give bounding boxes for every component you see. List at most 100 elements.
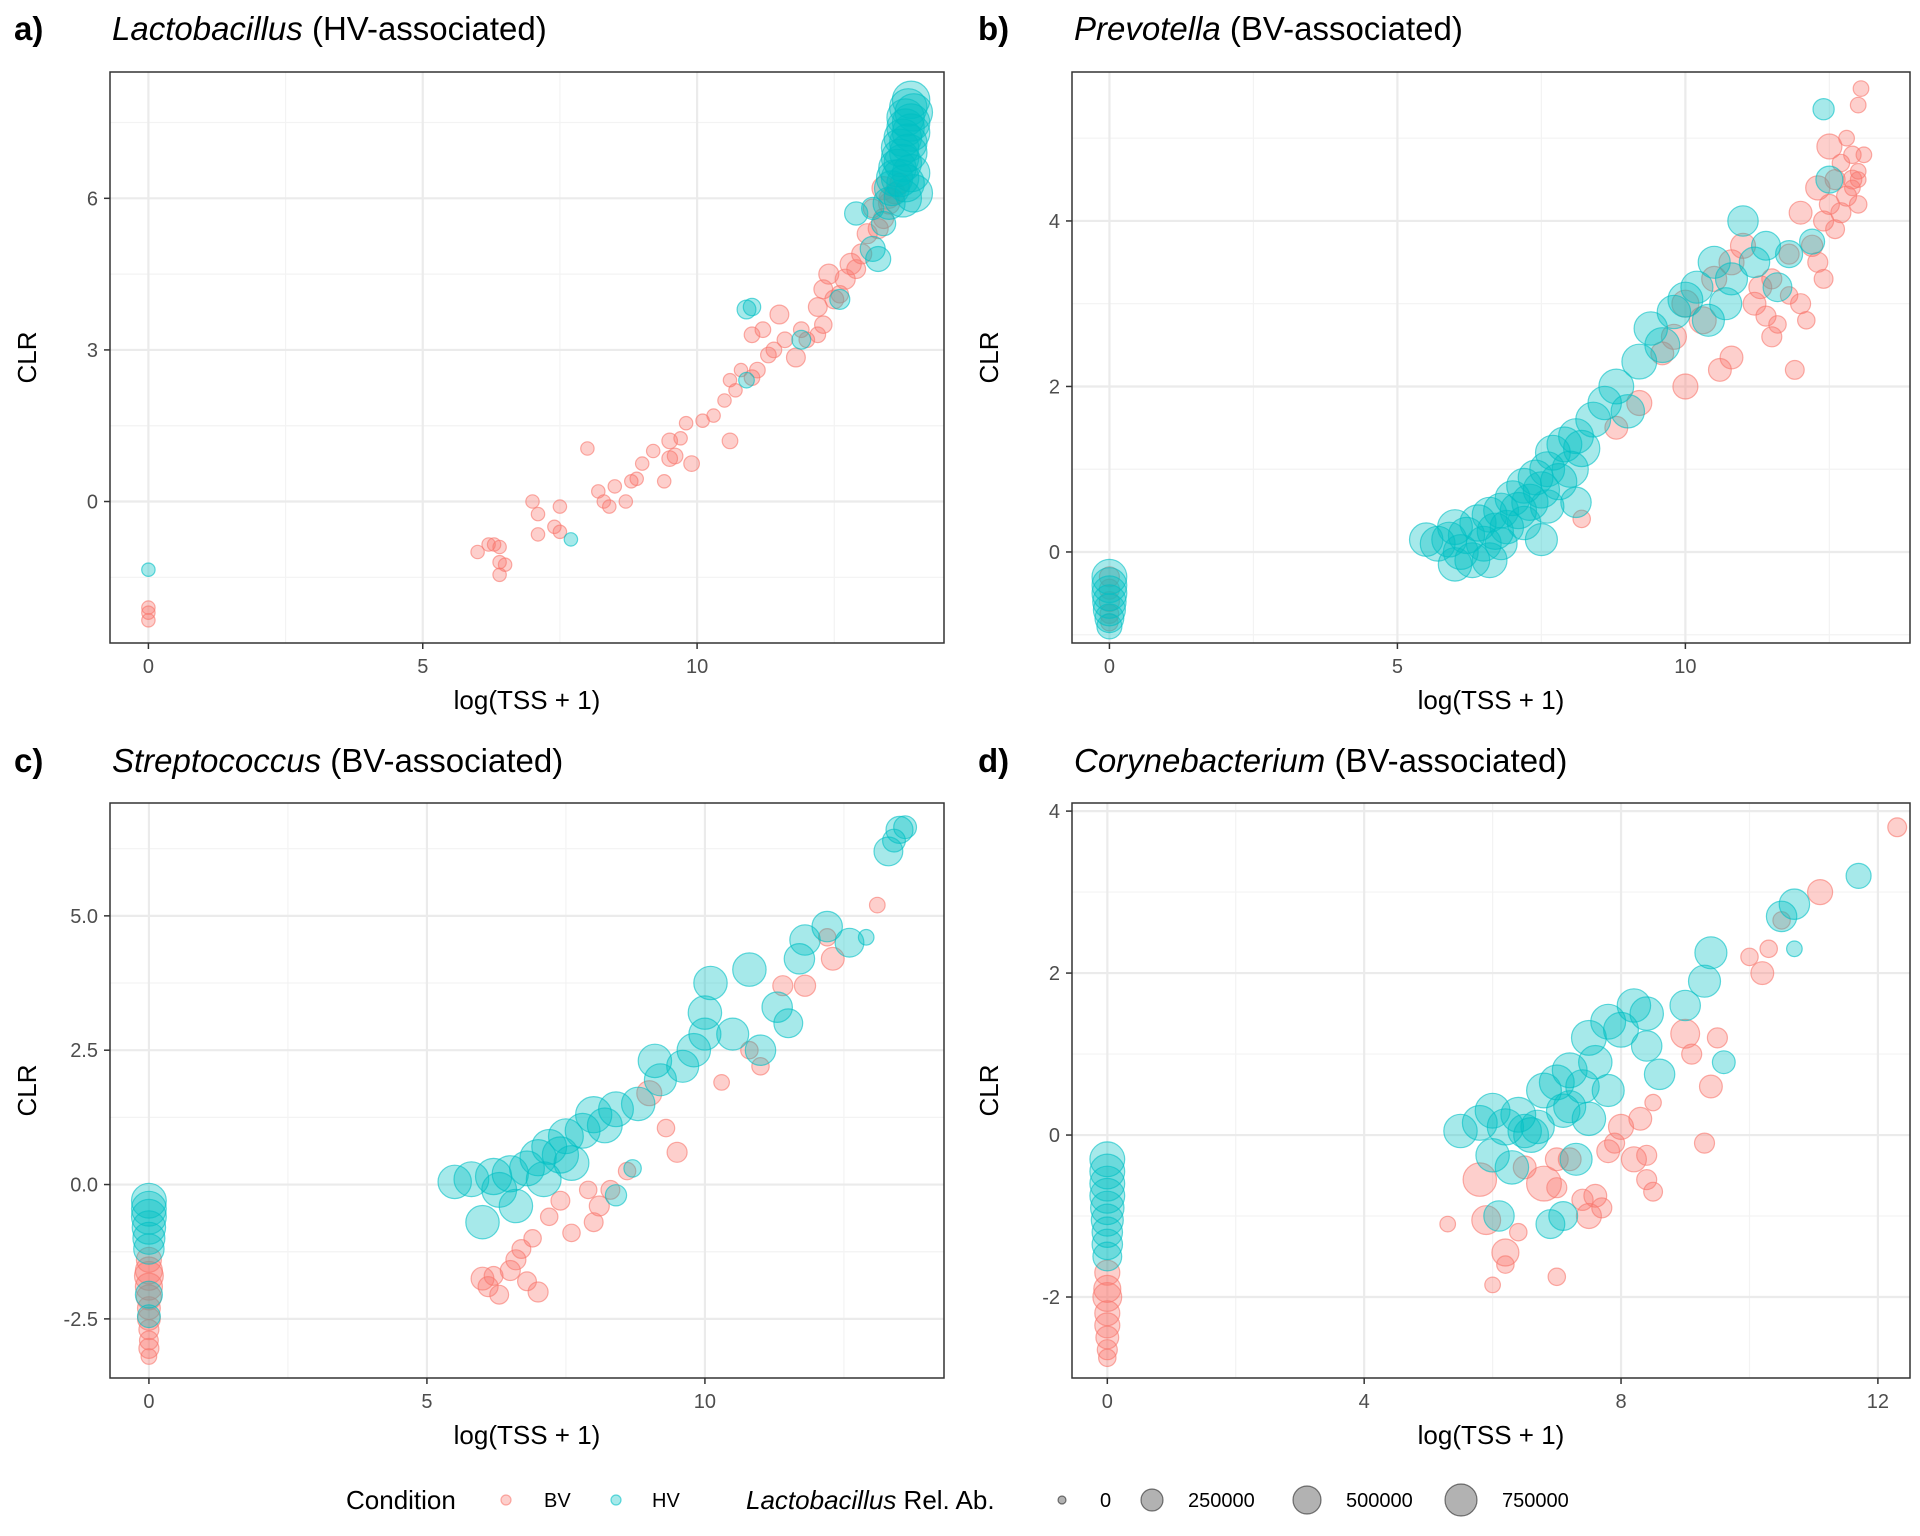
data-point-hv <box>791 329 812 350</box>
data-point-hv <box>623 1159 642 1178</box>
data-point-hv <box>1630 1030 1663 1062</box>
data-point-bv <box>1636 1168 1658 1191</box>
data-point-bv <box>527 1281 549 1303</box>
data-point-bv <box>1672 373 1699 400</box>
data-point-bv <box>765 341 783 359</box>
panel-title: Corynebacterium (BV-associated) <box>1074 742 1567 779</box>
data-point-hv <box>1694 936 1728 970</box>
data-point-hv <box>688 1017 722 1051</box>
data-point-bv <box>477 1275 499 1298</box>
panel-title: Prevotella (BV-associated) <box>1074 10 1463 47</box>
panel-d: 0 4 8 12 -2 0 2 4 log(TSS + 1) CLR d) Corynebacteri… <box>974 742 1911 1450</box>
y-axis-title: CLR <box>12 1064 42 1116</box>
data-point-hv <box>1560 486 1592 519</box>
data-point-hv <box>666 1049 700 1083</box>
panel-border <box>109 71 945 644</box>
legend-size-key-750000 <box>1444 1483 1478 1517</box>
data-point-bv <box>1583 1183 1608 1208</box>
y-tick-label: 0 <box>87 492 98 514</box>
legend-size-label-500000: 500000 <box>1346 1490 1413 1512</box>
data-point-hv <box>1092 593 1127 627</box>
data-point-bv <box>492 539 507 555</box>
data-point-hv <box>1656 294 1692 330</box>
data-point-bv <box>713 1073 730 1091</box>
data-point-hv <box>1090 1190 1125 1226</box>
data-point-hv <box>1591 1073 1625 1108</box>
legend-size-label-250000: 250000 <box>1188 1490 1255 1512</box>
y-axis-title: CLR <box>974 331 1004 383</box>
data-point-bv <box>751 1057 770 1076</box>
data-point-hv <box>597 1091 634 1128</box>
data-point-hv <box>130 1182 167 1219</box>
panel-title-rest: (BV-associated) <box>321 742 563 779</box>
data-point-bv <box>776 331 794 349</box>
data-point-bv <box>629 471 644 487</box>
data-point-bv <box>1768 315 1787 334</box>
data-point-bv <box>580 441 595 456</box>
legend-size-key-0 <box>1057 1495 1067 1505</box>
data-point-hv <box>525 1161 562 1198</box>
data-point-bv <box>728 382 743 398</box>
data-point-hv <box>888 133 928 173</box>
data-point-bv <box>596 494 612 509</box>
data-point-bv <box>1620 1146 1648 1173</box>
data-point-hv <box>1548 1200 1579 1231</box>
data-point-hv <box>1727 205 1759 237</box>
data-point-bv <box>134 1272 163 1301</box>
data-point-bv <box>1816 133 1843 160</box>
data-point-bv <box>141 605 156 620</box>
data-point-hv <box>1750 230 1781 261</box>
data-point-bv <box>717 393 732 408</box>
data-point-hv <box>1520 1109 1555 1145</box>
data-point-bv <box>547 519 562 535</box>
data-point-hv <box>742 297 762 317</box>
data-point-bv <box>772 975 794 997</box>
panel-border <box>1071 71 1911 644</box>
data-point-bv <box>1681 1043 1703 1065</box>
data-point-bv <box>1471 1205 1502 1236</box>
data-point-bv <box>1098 1348 1117 1368</box>
data-point-hv <box>1845 862 1872 890</box>
data-point-bv <box>499 1259 521 1282</box>
data-point-hv <box>761 991 793 1023</box>
data-point-bv <box>1439 1215 1457 1233</box>
data-point-bv <box>525 494 540 509</box>
plot-background <box>1072 803 1910 1378</box>
data-point-hv <box>1089 1165 1126 1202</box>
y-tick-label: 0.0 <box>70 1175 98 1197</box>
panel-letter: c) <box>14 742 43 779</box>
data-point-bv <box>1557 1147 1582 1172</box>
data-point-bv <box>516 1271 537 1292</box>
data-point-hv <box>1610 393 1646 429</box>
data-point-hv <box>1471 542 1508 579</box>
data-point-bv <box>141 600 156 615</box>
data-point-bv <box>1693 1132 1716 1154</box>
data-point-bv <box>754 321 772 339</box>
legend-key-hv <box>610 1494 622 1506</box>
y-tick-label: 2.5 <box>70 1040 98 1062</box>
data-point-hv <box>857 928 875 946</box>
y-tick-label: 4 <box>1049 211 1060 233</box>
legend: Condition BV HV Lactobacillus Rel. Ab. 0… <box>346 1483 1569 1517</box>
data-point-bv <box>601 499 617 514</box>
data-point-bv <box>846 259 867 280</box>
data-point-bv <box>820 946 845 971</box>
data-point-bv <box>1761 268 1783 290</box>
data-point-hv <box>1798 228 1826 255</box>
data-point-hv <box>676 1032 712 1068</box>
data-point-hv <box>1714 262 1749 296</box>
data-point-bv <box>539 1207 559 1227</box>
y-tick-label: -2 <box>1042 1287 1060 1309</box>
data-point-hv <box>1089 1177 1126 1214</box>
data-point-bv <box>733 362 749 378</box>
data-point-bv <box>1698 1074 1723 1099</box>
data-point-bv <box>138 1330 159 1351</box>
plot-background <box>110 803 944 1378</box>
data-point-hv <box>1553 1090 1587 1124</box>
data-point-hv <box>1629 996 1665 1031</box>
data-point-bv <box>673 430 688 446</box>
data-point-hv <box>133 1233 165 1265</box>
x-axis-title: log(TSS + 1) <box>454 685 601 715</box>
data-point-bv <box>1887 817 1908 838</box>
data-point-bv <box>523 1229 542 1248</box>
